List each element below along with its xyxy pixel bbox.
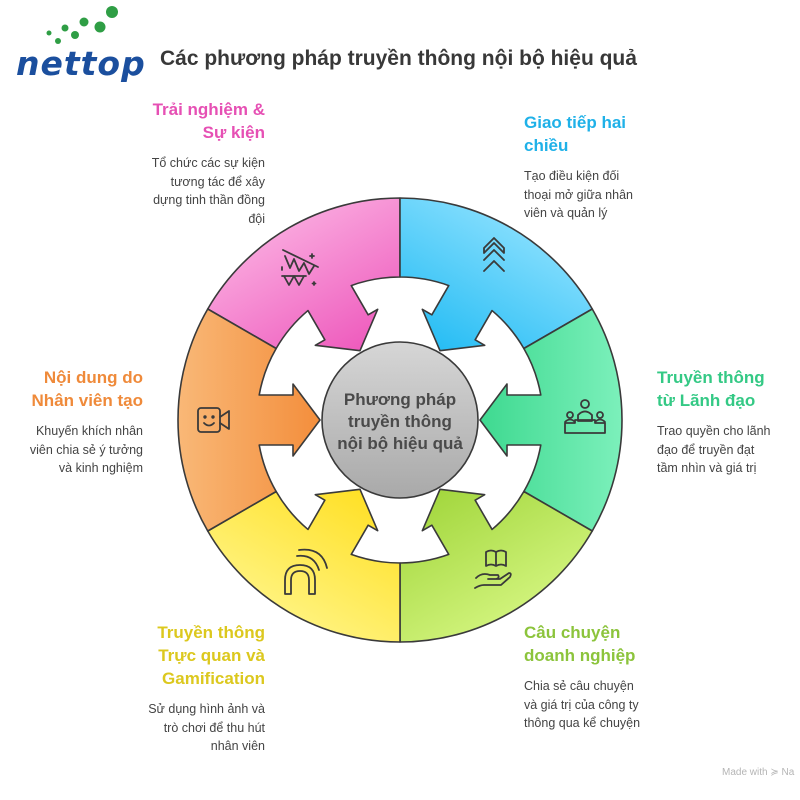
description-line: đạo để truyền đạt — [657, 442, 755, 457]
segment-title: Trải nghiệm & Sự kiện — [95, 98, 265, 144]
segment-title: Câu chuyện doanh nghiệp — [524, 621, 694, 667]
description-line: Chia sẻ câu chuyện — [524, 679, 634, 693]
description-line: đội — [248, 211, 265, 226]
title-line: Truyền thông — [157, 623, 265, 642]
title-line: Câu chuyện — [524, 623, 621, 642]
center-circle — [321, 341, 479, 499]
title-line: Nhân viên tạo — [31, 391, 143, 410]
segment-description: Khuyến khích nhân viên chia sẻ ý tưởng và … — [0, 422, 143, 478]
title-line: Sự kiện — [202, 123, 265, 142]
center-line: Phương pháp — [344, 390, 456, 409]
segment-description: Chia sẻ câu chuyện và giá trị của công ty… — [524, 677, 694, 733]
podium-people-icon — [564, 399, 606, 434]
description-line: nhân viên — [210, 739, 265, 753]
title-line: doanh nghiệp — [524, 646, 636, 665]
title-line: Truyền thông — [657, 368, 765, 387]
logo: nettop — [16, 44, 146, 83]
center-line: truyền thông — [348, 412, 452, 431]
description-line: viên và quản lý — [524, 206, 608, 220]
description-line: viên chia sẻ ý tưởng — [29, 442, 143, 457]
chevrons-up-icon — [483, 237, 505, 272]
center-line: nội bộ hiệu quả — [337, 434, 463, 453]
made-with-footer[interactable]: Made with ≽ Na — [722, 767, 795, 778]
center-label: Phương pháp truyền thông nội bộ hiệu quả — [337, 390, 463, 453]
description-line: Tổ chức các sự kiện — [151, 156, 265, 170]
description-line: Trao quyền cho lãnh — [657, 424, 771, 438]
segment-description: Trao quyền cho lãnh đạo để truyền đạt tầm … — [657, 422, 800, 478]
block-ugc: Nội dung do Nhân viên tạo Khuyến khích nhâ… — [0, 366, 143, 478]
segment-title: Truyền thông từ Lãnh đạo — [657, 366, 800, 412]
block-leadership: Truyền thông từ Lãnh đạo Trao quyền cho lã… — [657, 366, 800, 478]
title-line: Trải nghiệm & — [152, 100, 265, 119]
block-visual: Truyền thông Trực quan và Gamification Sử d… — [95, 621, 265, 756]
segment-description: Tạo điều kiện đối thoại mở giữa nhân viên … — [524, 167, 694, 223]
segment-description: Sử dụng hình ảnh và trò chơi để thu hút nh… — [95, 700, 265, 756]
block-events: Trải nghiệm & Sự kiện Tổ chức các sự kiện t… — [95, 98, 265, 228]
segment-title: Nội dung do Nhân viên tạo — [0, 366, 143, 412]
page-title: Các phương pháp truyền thông nội bộ hiệu… — [160, 47, 637, 70]
title-line: chiều — [524, 136, 569, 155]
description-line: Tạo điều kiện đối — [524, 169, 620, 183]
segment-description: Tổ chức các sự kiện tương tác để xây dựng … — [95, 154, 265, 228]
description-line: trò chơi để thu hút — [163, 720, 265, 735]
segment-title: Giao tiếp hai chiều — [524, 111, 694, 157]
description-line: Khuyến khích nhân — [35, 424, 143, 438]
title-line: từ Lãnh đạo — [657, 391, 756, 410]
description-line: và kinh nghiệm — [58, 461, 143, 475]
logo-dots — [46, 6, 118, 44]
title-line: Trực quan và — [158, 646, 265, 665]
video-camera-smile-icon — [197, 407, 230, 433]
description-line: thoại mở giữa nhân — [524, 187, 633, 202]
description-line: và giá trị của công ty — [524, 697, 639, 712]
segment-title: Truyền thông Trực quan và Gamification — [95, 621, 265, 690]
description-line: tương tác để xây — [170, 174, 265, 189]
title-line: Nội dung do — [43, 368, 143, 387]
description-line: tầm nhìn và giá trị — [657, 461, 757, 475]
party-bunting-icon — [281, 249, 319, 286]
block-two-way: Giao tiếp hai chiều Tạo điều kiện đối thoại… — [524, 111, 694, 223]
hand-book-icon — [474, 549, 512, 589]
description-line: thông qua kể chuyện — [524, 716, 641, 730]
description-line: Sử dụng hình ảnh và — [148, 702, 265, 716]
title-line: Gamification — [162, 669, 265, 688]
segment-ugc — [177, 308, 321, 532]
magnet-signal-icon — [284, 548, 328, 595]
title-line: Giao tiếp hai — [524, 113, 627, 132]
block-storytelling: Câu chuyện doanh nghiệp Chia sẻ câu chuyện… — [524, 621, 694, 733]
description-line: dựng tinh thần đồng — [153, 193, 265, 207]
